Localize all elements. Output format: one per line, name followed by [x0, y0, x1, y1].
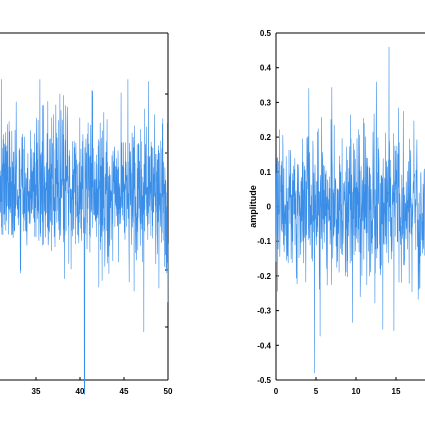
- right-y-tick-label: -0.4: [257, 341, 271, 350]
- right-x-tick-label: 15: [392, 387, 401, 396]
- left-x-tick-label: 40: [76, 387, 85, 396]
- right-y-tick-label: 0.5: [260, 29, 272, 38]
- left-x-tick-label: 50: [164, 387, 173, 396]
- left-x-tick-label: 35: [32, 387, 41, 396]
- right-x-tick-label: 5: [314, 387, 319, 396]
- right-y-tick-label: 0.4: [260, 64, 272, 73]
- left-chart: 35 40 45 50: [0, 32, 173, 396]
- right-x-tick-label: 10: [352, 387, 361, 396]
- right-y-tick-label: -0.1: [257, 237, 271, 246]
- right-y-tick-label: 0.2: [260, 133, 272, 142]
- right-chart: 0.50.40.30.20.10-0.1-0.2-0.3-0.4-0.50 5 10…: [248, 29, 425, 396]
- right-y-tick-label: 0.1: [260, 168, 272, 177]
- left-signal-line: [0, 79, 169, 395]
- right-y-tick-label: -0.3: [257, 307, 271, 316]
- right-signal-line: [275, 46, 425, 374]
- left-x-tick-label: 45: [120, 387, 129, 396]
- right-x-tick-label: 0: [274, 387, 279, 396]
- right-y-tick-label: -0.2: [257, 272, 271, 281]
- right-y-axis-label: amplitude: [248, 185, 258, 228]
- right-y-tick-label: 0: [267, 203, 272, 212]
- right-y-tick-label: -0.5: [257, 376, 271, 385]
- right-y-tick-label: 0.3: [260, 98, 272, 107]
